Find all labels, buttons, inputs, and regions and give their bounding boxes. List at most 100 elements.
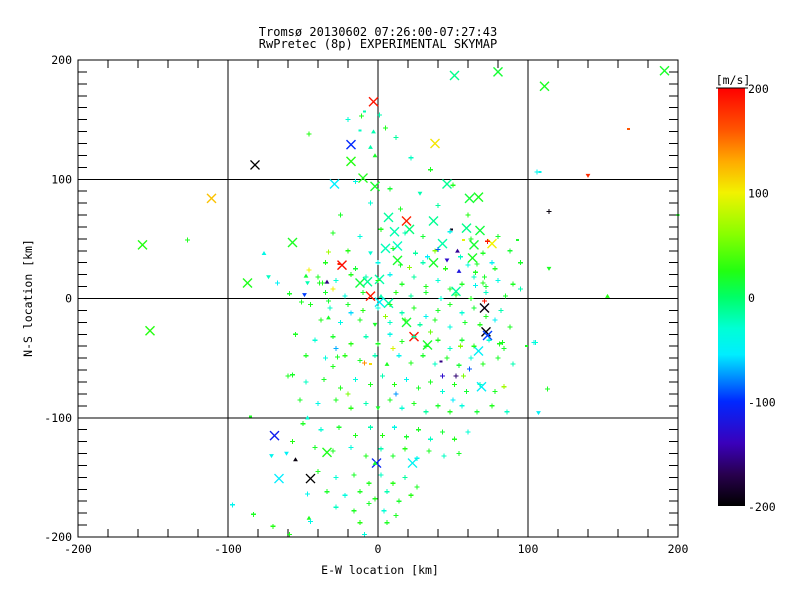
data-point-plus (423, 313, 429, 319)
data-point-plus (390, 480, 396, 486)
data-point-cross (479, 303, 490, 314)
chart-subtitle: RwPretec (8p) EXPERIMENTAL SKYMAP (259, 37, 497, 51)
data-point-triangle (456, 268, 462, 273)
data-point-plus (318, 427, 324, 433)
data-point-cross (482, 330, 493, 341)
data-point-plus (441, 453, 447, 459)
data-point-cross (269, 430, 280, 441)
data-point-plus (473, 269, 478, 275)
data-point-plus (393, 135, 399, 141)
data-point-plus (498, 307, 504, 313)
data-point-plus (423, 284, 429, 290)
data-point-plus (546, 208, 552, 214)
data-point-cross (337, 260, 347, 271)
data-point-plus (377, 112, 382, 118)
x-tick-label: 0 (375, 542, 382, 556)
data-point-plus (432, 248, 438, 254)
data-point-plus (366, 501, 372, 507)
data-point-plus (363, 453, 369, 459)
data-point-plus (447, 409, 453, 415)
data-point-cross (242, 278, 253, 288)
data-point-triangle (536, 411, 541, 416)
data-point-plus (348, 445, 354, 451)
data-point-plus (368, 200, 373, 206)
data-point-plus (330, 286, 336, 292)
data-point-plus (495, 355, 501, 361)
data-point-dash (358, 129, 362, 132)
data-point-plus (452, 436, 457, 442)
data-point-plus (290, 439, 295, 445)
data-point-cross (371, 458, 382, 469)
data-point-cross (389, 226, 400, 237)
y-axis-label: N-S location [km] (21, 239, 35, 357)
data-point-plus (368, 424, 373, 430)
data-point-plus (461, 373, 466, 379)
data-point-plus (380, 433, 385, 439)
data-point-cross (370, 181, 380, 192)
data-point-plus (453, 292, 459, 298)
data-point-cross (287, 237, 298, 248)
data-point-plus (390, 245, 396, 251)
axis-ticks (77, 59, 679, 538)
data-point-plus (333, 504, 339, 510)
data-point-plus (440, 389, 445, 395)
data-point-plus (315, 400, 321, 406)
data-point-plus (305, 491, 310, 497)
data-point-plus (390, 346, 396, 352)
data-point-plus (482, 274, 487, 280)
data-point-triangle (293, 457, 298, 462)
data-point-dash (439, 360, 443, 363)
data-point-plus (318, 317, 324, 323)
data-point-plus (465, 429, 471, 435)
data-point-dash (538, 171, 542, 174)
data-point-plus (383, 313, 388, 319)
data-point-plus (287, 532, 292, 538)
data-point-plus (428, 329, 433, 335)
data-point-plus (348, 310, 354, 316)
data-point-plus (387, 186, 393, 192)
data-point-plus (399, 405, 405, 411)
data-point-plus (420, 233, 426, 239)
data-point-cross (380, 243, 391, 254)
data-point-plus (416, 385, 421, 391)
data-point-plus (362, 360, 367, 366)
colorbar-bar (718, 88, 745, 506)
data-point-cross (346, 156, 356, 167)
data-point-plus (483, 313, 489, 319)
data-point-plus (336, 424, 342, 430)
data-point-plus (404, 377, 409, 383)
data-point-triangle (546, 266, 552, 271)
data-point-plus (353, 377, 358, 383)
data-point-plus (485, 238, 490, 244)
y-tick-label: 0 (65, 292, 72, 306)
data-point-cross (392, 241, 403, 252)
x-tick-label: -200 (64, 542, 92, 556)
data-point-plus (453, 373, 459, 379)
data-point-plus (402, 317, 408, 323)
data-point-cross (461, 223, 472, 234)
data-point-plus (468, 355, 474, 361)
data-point-triangle (384, 361, 390, 366)
data-point-plus (399, 338, 405, 344)
data-point-triangle (324, 279, 330, 284)
data-point-plus (443, 266, 448, 272)
data-point-cross (464, 193, 475, 204)
data-point-plus (360, 290, 366, 296)
data-point-plus (308, 518, 313, 524)
data-point-plus (473, 282, 478, 288)
data-point-plus (359, 113, 364, 119)
data-point-plus (303, 353, 309, 359)
data-point-plus (315, 274, 321, 280)
x-tick-labels: -200 -100 0 100 200 (64, 542, 688, 556)
data-point-plus (465, 262, 471, 268)
data-point-plus (428, 167, 433, 173)
data-point-plus (357, 233, 363, 239)
data-point-plus (362, 532, 367, 538)
data-point-cross (305, 473, 316, 484)
data-point-plus (465, 212, 471, 218)
data-point-plus (251, 511, 256, 517)
data-point-plus (464, 389, 469, 395)
data-point-plus (342, 293, 348, 299)
data-point-cross (206, 193, 217, 204)
